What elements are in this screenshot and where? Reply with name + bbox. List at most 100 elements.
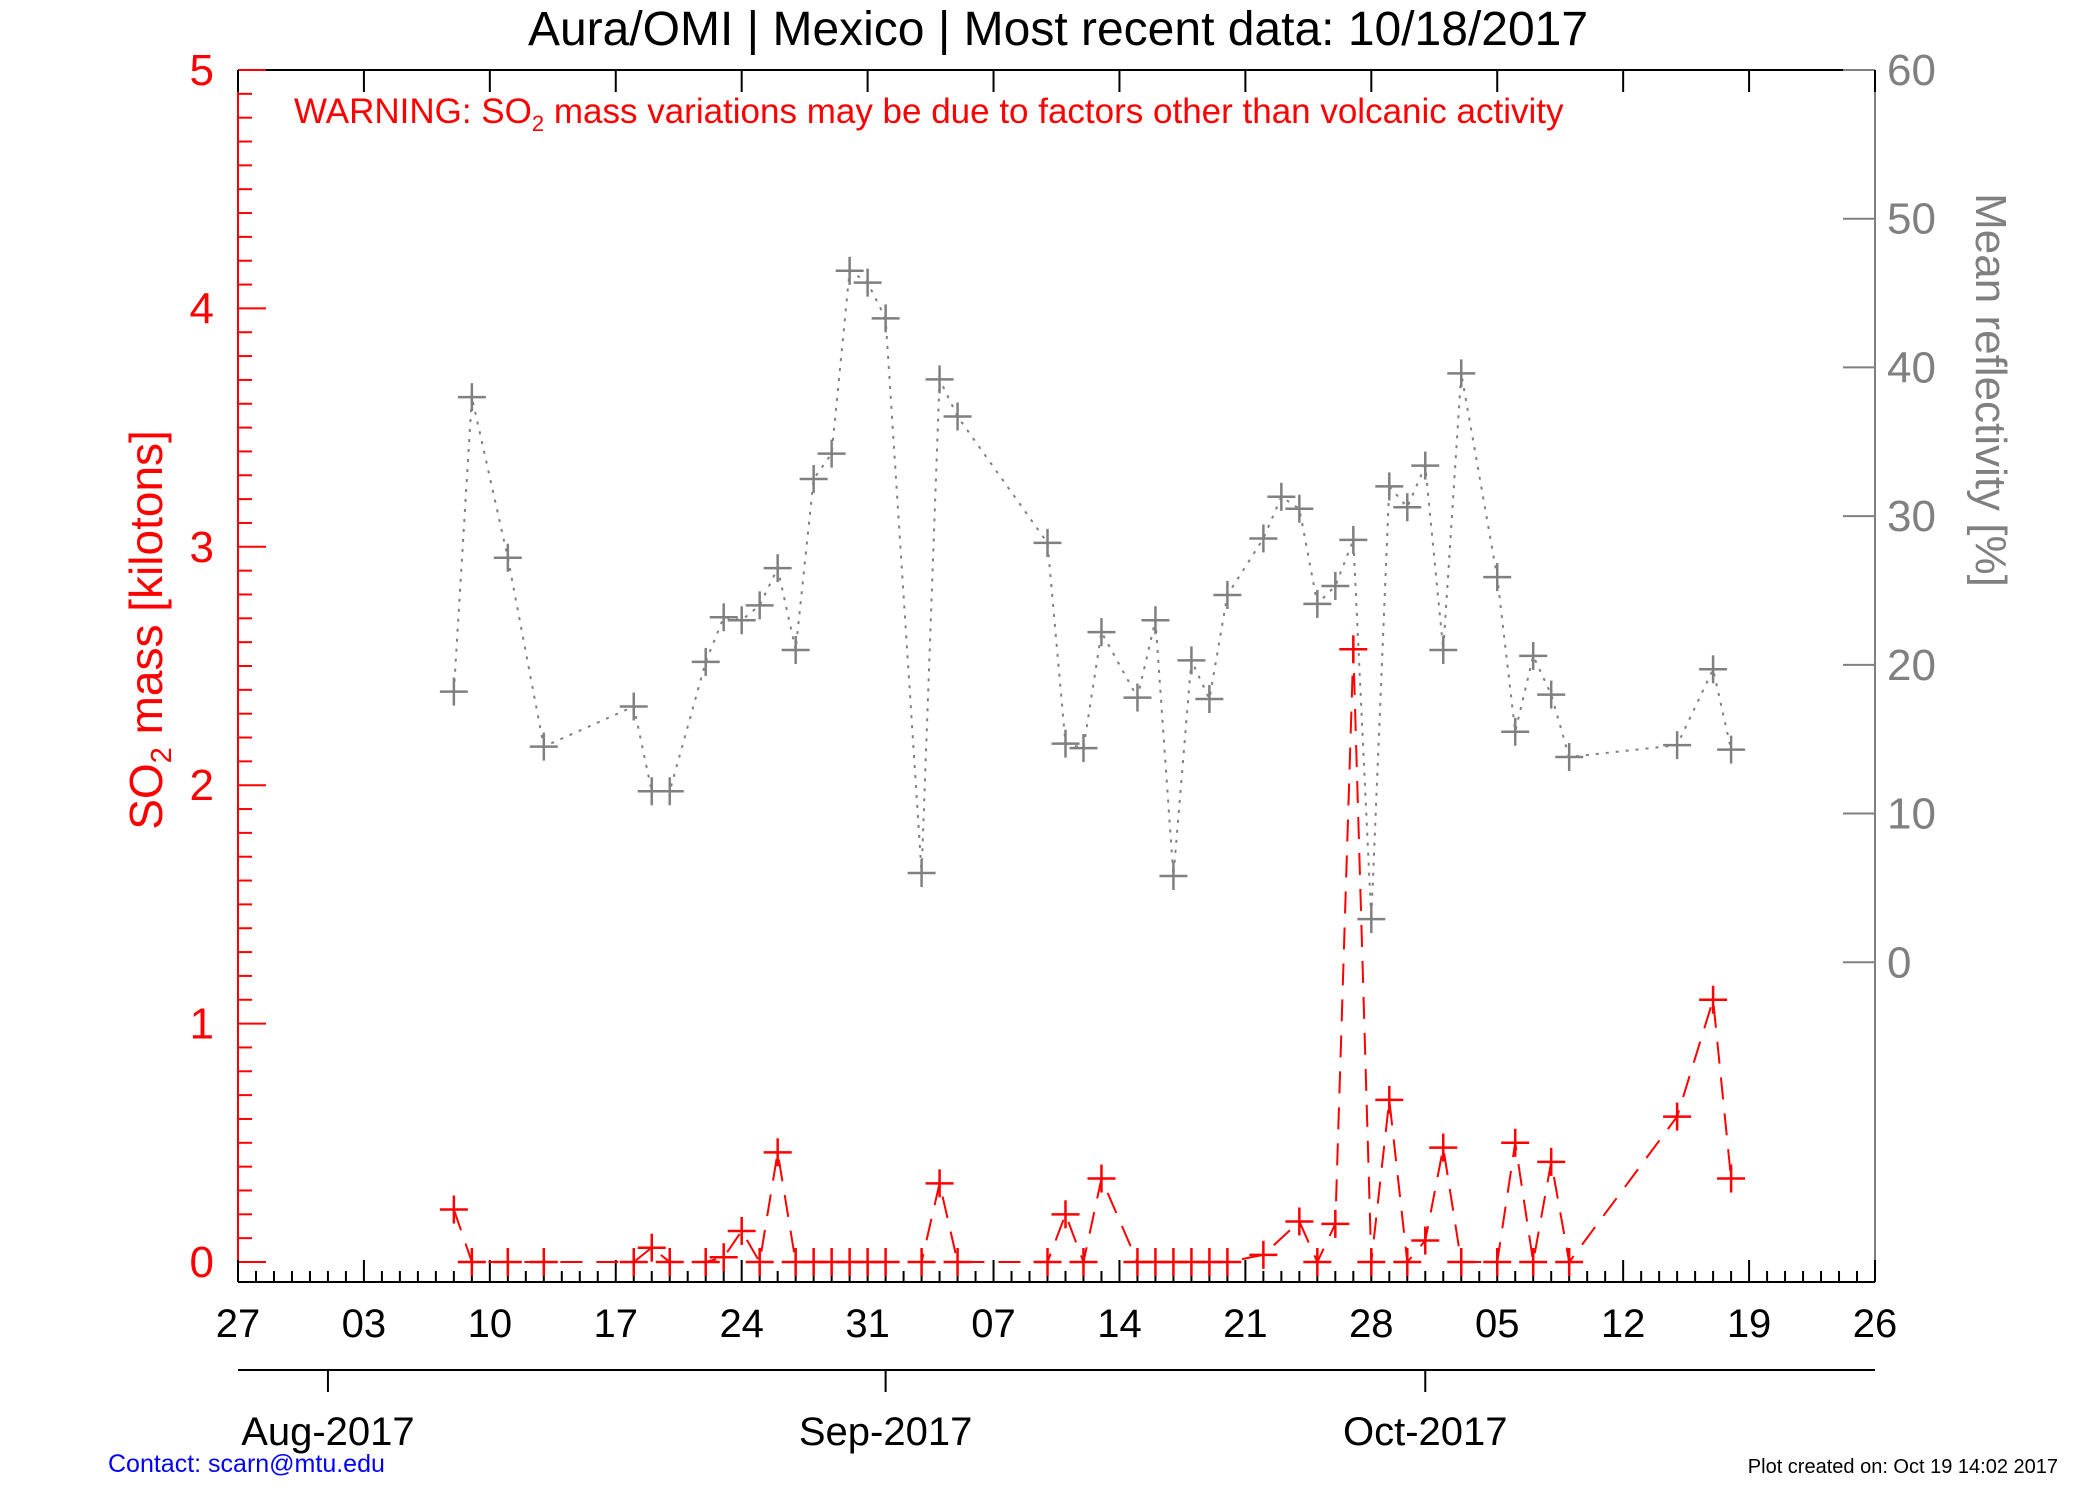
right-tick-label: 40 (1887, 343, 1936, 392)
so2-data-point (619, 1248, 648, 1276)
reflectivity-data-point (1447, 359, 1476, 388)
left-tick-label: 5 (190, 46, 214, 95)
right-tick-label: 0 (1887, 938, 1911, 987)
so2-data-point (763, 1138, 792, 1167)
reflectivity-data-point (1519, 641, 1548, 670)
so2-data-point (1033, 1248, 1062, 1276)
so2-data-point (1663, 1102, 1692, 1131)
right-tick-label: 30 (1887, 492, 1936, 541)
x-tick-label: 24 (719, 1302, 764, 1346)
x-tick-label: 26 (1853, 1302, 1898, 1346)
reflectivity-series-line (452, 269, 1733, 920)
x-tick-label: 21 (1223, 1302, 1268, 1346)
reflectivity-data-point (1123, 683, 1152, 712)
so2-data-point (1447, 1248, 1476, 1276)
warning-subscript: 2 (532, 111, 544, 136)
reflectivity-data-point (1159, 862, 1188, 891)
chart-title: Aura/OMI | Mexico | Most recent data: 10… (528, 3, 1588, 56)
so2-data-point (1249, 1240, 1278, 1269)
warning-suffix: mass variations may be due to factors ot… (544, 92, 1564, 131)
reflectivity-data-point (745, 591, 774, 620)
reflectivity-data-point (1267, 482, 1296, 511)
so2-data-point (1321, 1209, 1350, 1238)
x-tick-label: 12 (1601, 1302, 1646, 1346)
reflectivity-data-point (1177, 646, 1206, 675)
reflectivity-data-point (1285, 494, 1314, 523)
reflectivity-data-point (691, 647, 720, 676)
x-tick-label: 27 (216, 1302, 261, 1346)
so2-data-point (457, 1248, 486, 1276)
so2-data-point (709, 1243, 738, 1272)
reflectivity-data-point (799, 464, 828, 493)
x-tick-label: 10 (468, 1302, 513, 1346)
left-axis-label-suffix: mass [kilotons] (120, 430, 172, 747)
so2-data-point (1537, 1147, 1566, 1176)
reflectivity-data-point (781, 635, 810, 664)
so2-data-point (871, 1248, 900, 1276)
so2-data-point (1393, 1248, 1422, 1276)
left-tick-label: 1 (190, 1000, 214, 1049)
reflectivity-data-point (1195, 685, 1224, 714)
so2-data-point (1303, 1248, 1332, 1276)
month-label: Oct-2017 (1343, 1410, 1508, 1454)
warning-text: WARNING: SO2 mass variations may be due … (294, 92, 1564, 136)
x-tick-label: 05 (1475, 1302, 1520, 1346)
reflectivity-data-point (1429, 635, 1458, 664)
so2-data-point (439, 1195, 468, 1224)
contact-text: Contact: scarn@mtu.edu (108, 1450, 385, 1478)
reflectivity-data-point (835, 256, 864, 285)
so2-data-point (529, 1248, 558, 1276)
reflectivity-data-point (1321, 572, 1350, 601)
reflectivity-data-point (1393, 493, 1422, 522)
reflectivity-data-point (1483, 563, 1512, 592)
reflectivity-data-point (655, 777, 684, 806)
right-tick-label: 10 (1887, 790, 1936, 839)
x-tick-label: 31 (845, 1302, 890, 1346)
reflectivity-data-point (1069, 734, 1098, 763)
reflectivity-data-point (1375, 472, 1404, 501)
reflectivity-data-point (1357, 905, 1386, 934)
left-tick-label: 0 (190, 1238, 214, 1287)
so2-data-point (1699, 985, 1728, 1014)
reflectivity-data-point (907, 859, 936, 888)
x-tick-label: 19 (1727, 1302, 1772, 1346)
so2-data-point (1429, 1133, 1458, 1162)
reflectivity-data-point (709, 603, 738, 632)
reflectivity-data-point (817, 439, 846, 468)
so2-data-point (1717, 1164, 1746, 1193)
so2-data-point (1339, 635, 1368, 664)
x-tick-label: 28 (1349, 1302, 1394, 1346)
so2-data-point (1051, 1200, 1080, 1229)
left-axis-label: SO2 mass [kilotons] (120, 430, 178, 830)
reflectivity-data-point (925, 365, 954, 394)
month-axis: Aug-2017 Sep-2017 Oct-2017 (238, 1369, 1875, 1454)
x-tick-label: 07 (971, 1302, 1016, 1346)
reflectivity-data-point (1555, 743, 1584, 772)
right-axis-label: Mean reflectivity [%] (1966, 193, 2015, 587)
reflectivity-data-point (529, 732, 558, 761)
reflectivity-data-point (619, 692, 648, 721)
series-layer (439, 256, 1746, 1276)
plot-frame (237, 69, 1876, 1283)
so2-data-point (1375, 1085, 1404, 1114)
right-tick-label: 50 (1887, 195, 1936, 244)
so2-data-point (655, 1248, 684, 1276)
so2-data-point (637, 1233, 666, 1262)
reflectivity-data-point (1249, 524, 1278, 553)
reflectivity-data-point (1141, 606, 1170, 635)
left-tick-label: 3 (190, 523, 214, 572)
so2-data-point (745, 1248, 774, 1276)
reflectivity-data-point (439, 677, 468, 706)
reflectivity-data-point (727, 606, 756, 635)
so2-data-point (493, 1248, 522, 1276)
so2-data-point (1483, 1248, 1512, 1276)
reflectivity-data-point (457, 383, 486, 412)
left-axis-label-subscript: 2 (146, 747, 178, 763)
x-tick-label: 03 (342, 1302, 387, 1346)
reflectivity-data-point (763, 554, 792, 583)
reflectivity-data-point (1411, 451, 1440, 480)
so2-data-point (925, 1169, 954, 1198)
so2-data-point (1555, 1248, 1584, 1276)
so2-data-point (1501, 1128, 1530, 1157)
